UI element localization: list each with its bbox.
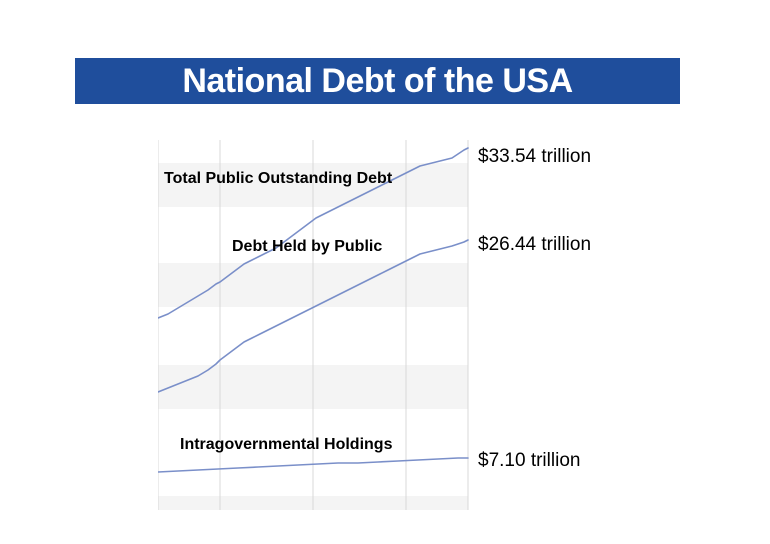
title-bar: National Debt of the USA [75,58,680,104]
series-value-public: $26.44 trillion [478,234,591,256]
series-label-intragov: Intragovernmental Holdings [180,436,392,454]
page-title: National Debt of the USA [182,62,572,101]
series-label-total: Total Public Outstanding Debt [164,170,392,188]
series-label-public: Debt Held by Public [232,238,382,256]
series-value-intragov: $7.10 trillion [478,450,580,472]
series-value-total: $33.54 trillion [478,146,591,168]
debt-chart: Total Public Outstanding Debt $33.54 tril… [158,140,598,510]
